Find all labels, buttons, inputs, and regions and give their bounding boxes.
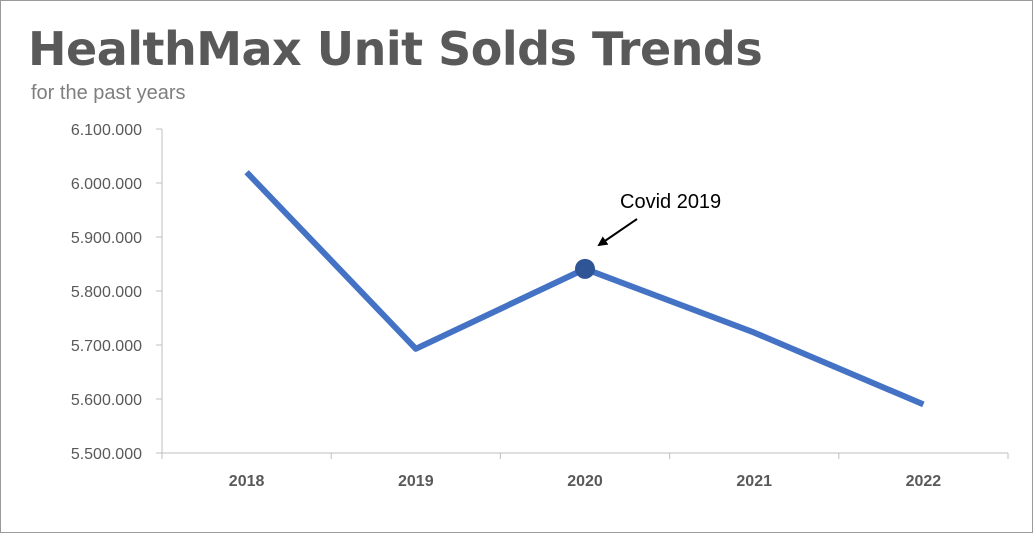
annotation-arrow [597, 218, 638, 247]
highlight-point [575, 258, 595, 279]
series-line [244, 170, 925, 408]
y-tick-label: 5.900.000 [71, 230, 142, 247]
x-tick-label: 2018 [229, 473, 265, 490]
y-tick-label: 6.000.000 [71, 176, 142, 193]
x-tick-label: 2020 [567, 473, 603, 490]
chart-subtitle: for the past years [31, 82, 186, 104]
chart-title: HealthMax Unit Solds Trends [28, 22, 763, 76]
y-tick-label: 5.600.000 [71, 392, 142, 409]
x-tick-label: 2022 [906, 473, 942, 490]
x-tick-label: 2019 [398, 473, 434, 490]
y-tick-label: 5.800.000 [71, 284, 142, 301]
x-tick-label: 2021 [736, 473, 772, 490]
y-tick-label: 5.700.000 [71, 338, 142, 355]
y-tick-label: 5.500.000 [71, 446, 142, 463]
y-tick-label: 6.100.000 [71, 122, 142, 139]
annotation-label: Covid 2019 [620, 191, 721, 213]
